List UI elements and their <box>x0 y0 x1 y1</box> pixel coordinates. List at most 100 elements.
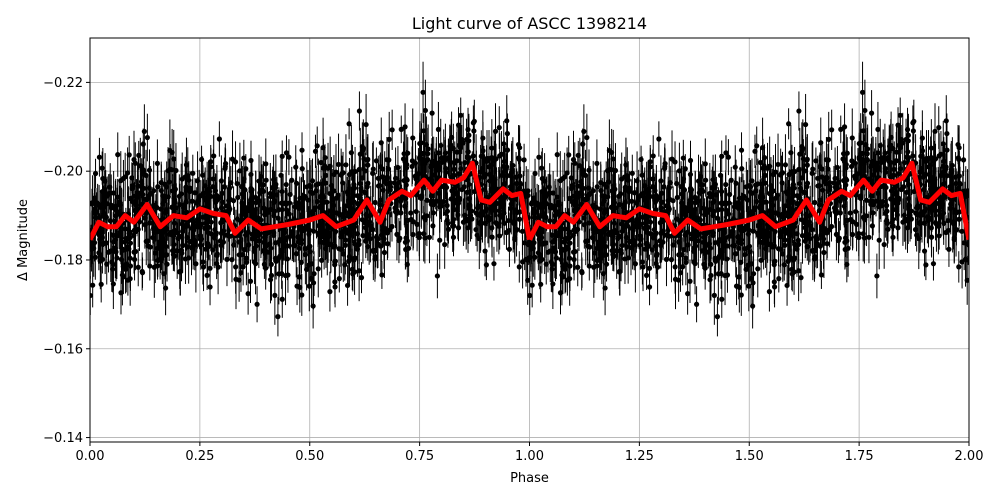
data-point <box>719 154 724 159</box>
data-point <box>214 253 219 258</box>
data-point <box>108 248 113 253</box>
data-point <box>615 236 620 241</box>
data-point <box>205 242 210 247</box>
data-point <box>308 249 313 254</box>
data-point <box>800 233 805 238</box>
data-point <box>230 157 235 162</box>
data-point <box>435 273 440 278</box>
data-point <box>142 129 147 134</box>
data-point <box>97 155 102 160</box>
data-point <box>489 206 494 211</box>
data-point <box>324 233 329 238</box>
data-point <box>181 205 186 210</box>
data-point <box>436 191 441 196</box>
data-point <box>329 214 334 219</box>
data-point <box>431 202 436 207</box>
data-point <box>579 270 584 275</box>
data-point <box>132 257 137 262</box>
data-point <box>246 230 251 235</box>
data-point <box>304 267 309 272</box>
data-point <box>293 165 298 170</box>
data-point <box>371 249 376 254</box>
data-point <box>125 170 130 175</box>
data-point <box>919 166 924 171</box>
data-point <box>776 276 781 281</box>
data-point <box>881 155 886 160</box>
data-point <box>320 209 325 214</box>
data-point <box>703 178 708 183</box>
data-point <box>465 225 470 230</box>
data-point <box>532 171 537 176</box>
data-point <box>227 185 232 190</box>
data-point <box>815 176 820 181</box>
data-point <box>853 209 858 214</box>
data-point <box>342 262 347 267</box>
data-point <box>191 223 196 228</box>
data-point <box>874 273 879 278</box>
data-point <box>207 193 212 198</box>
data-point <box>262 212 267 217</box>
data-point <box>254 302 259 307</box>
data-point <box>140 167 145 172</box>
data-point <box>346 231 351 236</box>
data-point <box>772 284 777 289</box>
data-point <box>243 166 248 171</box>
data-point <box>388 187 393 192</box>
data-point <box>601 229 606 234</box>
data-point <box>409 217 414 222</box>
data-point <box>310 178 315 183</box>
data-point <box>521 157 526 162</box>
data-point <box>227 234 232 239</box>
data-point <box>442 242 447 247</box>
data-point <box>669 257 674 262</box>
data-point <box>497 233 502 238</box>
data-point <box>540 241 545 246</box>
data-point <box>829 127 834 132</box>
data-point <box>141 186 146 191</box>
data-point <box>373 200 378 205</box>
data-point <box>360 175 365 180</box>
data-point <box>393 176 398 181</box>
data-point <box>133 249 138 254</box>
data-point <box>155 263 160 268</box>
data-point <box>406 246 411 251</box>
data-point <box>253 195 258 200</box>
data-point <box>956 264 961 269</box>
data-point <box>420 90 425 95</box>
data-point <box>93 255 98 260</box>
data-point <box>136 183 141 188</box>
data-point <box>307 284 312 289</box>
data-point <box>304 184 309 189</box>
data-point <box>131 194 136 199</box>
data-point <box>280 297 285 302</box>
data-point <box>150 235 155 240</box>
data-point <box>283 273 288 278</box>
data-point <box>192 242 197 247</box>
data-point <box>367 232 372 237</box>
data-point <box>946 247 951 252</box>
data-point <box>799 217 804 222</box>
data-point <box>132 199 137 204</box>
data-point <box>299 241 304 246</box>
data-point <box>437 238 442 243</box>
data-point <box>242 209 247 214</box>
data-point <box>559 248 564 253</box>
data-point <box>316 266 321 271</box>
data-point <box>394 211 399 216</box>
data-point <box>385 241 390 246</box>
data-point <box>229 257 234 262</box>
data-point <box>154 229 159 234</box>
data-point <box>218 238 223 243</box>
data-point <box>275 314 280 319</box>
data-point <box>363 122 368 127</box>
data-point <box>319 258 324 263</box>
data-point <box>417 231 422 236</box>
data-point <box>836 238 841 243</box>
data-point <box>957 145 962 150</box>
data-point <box>471 120 476 125</box>
data-point <box>712 293 717 298</box>
data-point <box>437 204 442 209</box>
data-point <box>480 135 485 140</box>
data-point <box>514 227 519 232</box>
data-point <box>180 243 185 248</box>
